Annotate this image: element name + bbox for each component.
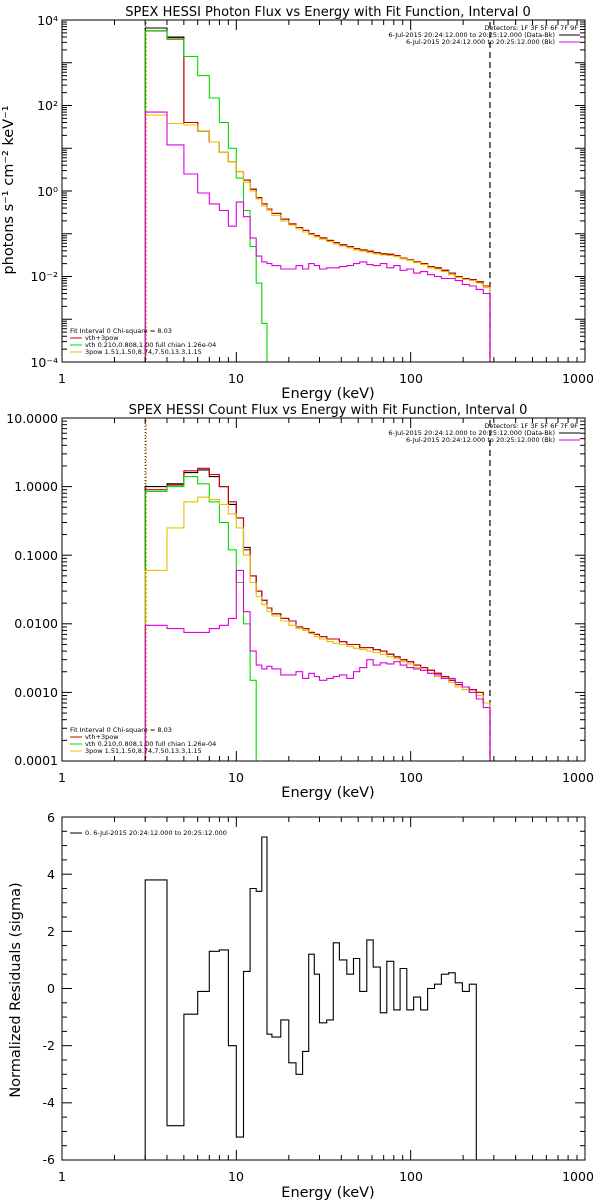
panel1-legend-fit: Fit Interval 0 Chi-square = 8.03 <box>70 327 172 335</box>
panel1-legend-bk: 6-Jul-2015 20:24:12.000 to 20:25:12.000 … <box>406 38 555 46</box>
panel1-series-3pow <box>144 114 491 362</box>
panel1-legend-3pow: 3pow 1.51,1.50,8.74,7.50,13.3,1.15 <box>85 348 202 356</box>
panel2-data <box>144 420 491 762</box>
panel2-xtick-1: 1 <box>58 770 66 785</box>
panel2-legend-vth: vth 0.210,0.808,1.00 full chian 1.26e-04 <box>85 740 216 748</box>
panel1-ylabel: photons s⁻¹ cm⁻² keV⁻¹ <box>1 105 17 274</box>
panel3-ytick-m4: -4 <box>43 1095 56 1110</box>
panel3-series-0- <box>144 836 477 1160</box>
panel1-frame <box>61 19 586 363</box>
panel3-xlabel: Energy (keV) <box>281 1185 374 1200</box>
panel1-ytick-1e2: 10² <box>37 98 58 113</box>
panel1-xtick-1: 1 <box>58 371 66 386</box>
panel2-series-vth-3pow <box>144 467 491 761</box>
panel1-xtick-1000: 1000 <box>562 371 594 386</box>
panel1-legend-detectors: Detectors: 1F 3F 5F 6F 7F 9F <box>484 24 578 32</box>
panel2-frame <box>61 417 586 762</box>
panel1-series-vth <box>144 30 272 363</box>
panel-count-flux: SPEX HESSI Count Flux vs Energy with Fit… <box>6 403 594 801</box>
panel3-ytick-m2: -2 <box>43 1038 55 1053</box>
panel2-ticks <box>61 418 585 762</box>
panel3-xtick-1: 1 <box>58 1169 66 1184</box>
panel2-ytick-0.0001: 0.0001 <box>14 753 58 768</box>
panel1-series-bk <box>144 111 491 362</box>
panel1-xtick-10: 10 <box>228 371 244 386</box>
panel2-ytick-1.0000: 1.0000 <box>14 479 58 494</box>
panel2-ytick-0.1000: 0.1000 <box>14 548 58 563</box>
panel2-series-bk <box>144 569 491 761</box>
panel1-ytick-1e-2: 10⁻² <box>30 269 58 284</box>
panel1-ytick-1e4: 10⁴ <box>37 13 58 28</box>
panel3-xtick-100: 100 <box>399 1169 423 1184</box>
panel3-data <box>144 836 477 1160</box>
panel3-frame <box>61 816 586 1161</box>
panel2-xtick-100: 100 <box>399 770 423 785</box>
panel2-ytick-10.0000: 10.0000 <box>6 411 58 426</box>
panel2-xtick-1000: 1000 <box>562 770 594 785</box>
panel1-data <box>144 22 491 363</box>
panel3-ytick-6: 6 <box>47 810 55 825</box>
panel2-series-vth <box>144 476 262 762</box>
panel3-xtick-10: 10 <box>228 1169 244 1184</box>
panel3-ylabel: Normalized Residuals (sigma) <box>8 882 24 1097</box>
panel2-xlabel: Energy (keV) <box>281 785 374 801</box>
panel2-legend-databk: 6-Jul-2015 20:24:12.000 to 20:25:12.000 … <box>388 429 555 437</box>
panel1-legend-databk: 6-Jul-2015 20:24:12.000 to 20:25:12.000 … <box>388 31 555 39</box>
panel1-xlabel: Energy (keV) <box>281 386 374 402</box>
panel3-legend: 0. 6-Jul-2015 20:24:12.000 to 20:25:12.0… <box>85 829 227 837</box>
panel3-ticks <box>61 816 585 1161</box>
panel1-ytick-1e-4: 10⁻⁴ <box>30 355 58 370</box>
panel2-ytick-0.0100: 0.0100 <box>14 616 58 631</box>
panel2-legend-vth3pow: vth+3pow <box>85 733 119 741</box>
panel2-xtick-10: 10 <box>228 770 244 785</box>
panel1-ticks <box>61 20 585 363</box>
panel-residuals: 1 10 100 1000 -6 -4 -2 0 2 4 6 Energy (k… <box>8 810 594 1200</box>
panel-photon-flux: SPEX HESSI Photon Flux vs Energy with Fi… <box>1 5 594 402</box>
panel2-title: SPEX HESSI Count Flux vs Energy with Fit… <box>129 403 528 418</box>
panel1-series-vth-3pow <box>144 30 491 362</box>
panel1-legend-vth3pow: vth+3pow <box>85 334 119 342</box>
panel1-title: SPEX HESSI Photon Flux vs Energy with Fi… <box>125 5 531 20</box>
panel3-ytick-4: 4 <box>47 867 55 882</box>
panel1-legend-vth: vth 0.210,0.808,1.00 full chian 1.26e-04 <box>85 341 216 349</box>
panel3-xtick-1000: 1000 <box>562 1169 594 1184</box>
panel2-series-3pow <box>144 496 491 761</box>
panel2-series-data-bk <box>144 469 491 761</box>
panel1-ytick-1e0: 10⁰ <box>37 184 58 199</box>
panel3-ytick-m6: -6 <box>43 1152 56 1167</box>
panel2-ytick-0.0010: 0.0010 <box>14 685 58 700</box>
panel3-ytick-0: 0 <box>47 981 55 996</box>
panel2-legend-3pow: 3pow 1.51,1.50,8.74,7.50,13.3,1.15 <box>85 747 202 755</box>
panel2-legend-fit: Fit Interval 0 Chi-square = 8.03 <box>70 726 172 734</box>
panel2-legend-bk: 6-Jul-2015 20:24:12.000 to 20:25:12.000 … <box>406 436 555 444</box>
panel2-legend-detectors: Detectors: 1F 3F 5F 6F 7F 9F <box>484 422 578 430</box>
panel1-xtick-100: 100 <box>399 371 423 386</box>
panel3-ytick-2: 2 <box>47 924 55 939</box>
panel1-series-data-bk <box>144 27 491 362</box>
